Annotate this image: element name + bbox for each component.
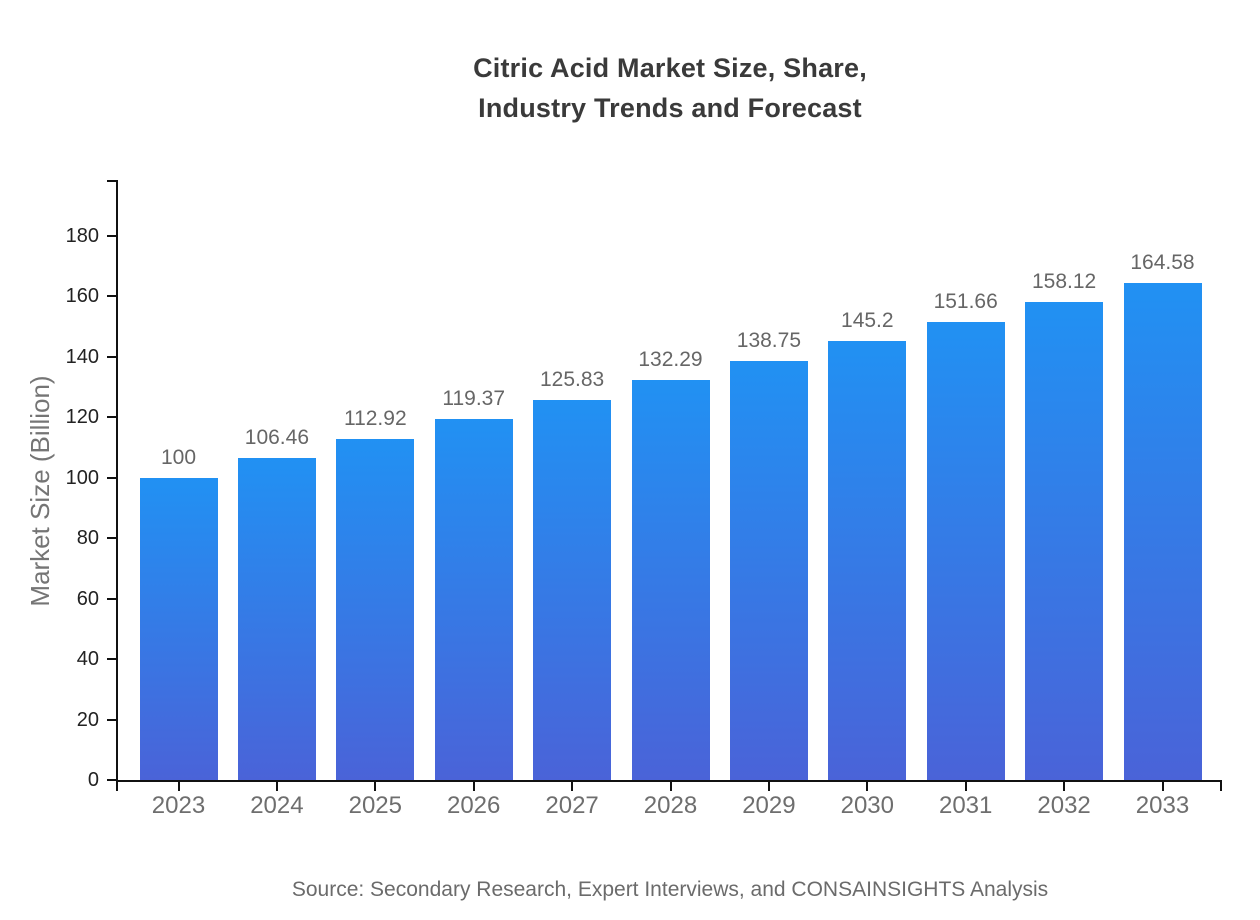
y-tick <box>107 476 116 479</box>
x-tick-label: 2027 <box>545 792 599 819</box>
y-tick <box>107 597 116 600</box>
bar-value-label: 151.66 <box>933 289 998 313</box>
y-tick-label: 120 <box>65 406 99 429</box>
x-tick <box>767 782 770 791</box>
y-axis-line <box>116 180 118 791</box>
x-tick <box>866 782 869 791</box>
y-tick <box>107 779 116 781</box>
y-tick <box>107 718 116 721</box>
x-tick-label: 2031 <box>938 792 993 819</box>
y-tick <box>107 295 116 298</box>
x-tick-label: 2032 <box>1037 792 1091 819</box>
chart-title-line-1: Citric Acid Market Size, Share, <box>473 53 867 83</box>
bar <box>1123 282 1202 780</box>
bar <box>828 341 907 780</box>
x-tick-label: 2028 <box>643 792 698 819</box>
bar <box>336 438 415 780</box>
bar-value-label: 164.58 <box>1130 250 1195 274</box>
x-tick <box>571 782 574 791</box>
y-axis-top-cap <box>107 180 116 182</box>
x-tick-label: 2026 <box>446 792 501 819</box>
x-tick-label: 2030 <box>840 792 894 819</box>
x-tick-label: 2033 <box>1135 792 1190 819</box>
y-tick-label: 0 <box>87 769 99 791</box>
bar <box>1025 302 1104 780</box>
x-tick-label: 2024 <box>250 792 304 819</box>
chart-title: Citric Acid Market Size, Share, Industry… <box>118 48 1222 128</box>
bar-value-label: 158.12 <box>1031 270 1097 294</box>
y-tick-label: 60 <box>76 587 99 610</box>
bar <box>533 399 612 780</box>
bar <box>729 360 808 780</box>
x-tick-label: 2029 <box>742 792 796 819</box>
x-tick <box>964 782 967 791</box>
y-tick <box>107 537 116 540</box>
y-tick <box>107 235 116 237</box>
x-tick <box>275 782 278 791</box>
x-tick-label: 2025 <box>348 792 402 819</box>
y-tick-label: 140 <box>65 345 99 368</box>
x-axis-right-cap <box>1220 780 1222 791</box>
bar-value-label: 145.2 <box>841 309 894 333</box>
y-tick <box>107 355 116 358</box>
bar-value-label: 125.83 <box>539 367 605 391</box>
y-tick-label: 20 <box>76 708 99 731</box>
bar-value-label: 138.75 <box>736 328 801 352</box>
x-tick <box>1161 782 1164 791</box>
bar <box>926 321 1005 780</box>
bar-value-label: 100 <box>160 445 197 469</box>
x-tick <box>669 782 672 791</box>
x-tick <box>177 782 180 791</box>
bar <box>139 477 218 780</box>
bar <box>237 458 316 780</box>
y-tick-label: 180 <box>65 225 99 247</box>
chart-title-line-2: Industry Trends and Forecast <box>478 93 862 123</box>
bar-value-label: 112.92 <box>343 406 407 430</box>
y-tick <box>107 658 116 661</box>
bar-value-label: 119.37 <box>442 387 506 411</box>
x-tick <box>472 782 475 791</box>
bar <box>631 380 710 780</box>
x-axis-line <box>116 780 1222 782</box>
x-tick-label: 2023 <box>151 792 206 819</box>
x-tick <box>374 782 377 791</box>
y-tick-label: 80 <box>76 527 99 550</box>
y-tick-label: 160 <box>65 285 99 308</box>
bar <box>434 419 513 780</box>
x-tick <box>1063 782 1066 791</box>
y-tick-label: 40 <box>76 648 99 671</box>
bar-value-label: 132.29 <box>638 348 703 372</box>
y-tick-label: 100 <box>65 466 99 489</box>
y-tick <box>107 416 116 419</box>
source-attribution: Source: Secondary Research, Expert Inter… <box>291 878 1049 901</box>
bar-value-label: 106.46 <box>244 426 309 450</box>
